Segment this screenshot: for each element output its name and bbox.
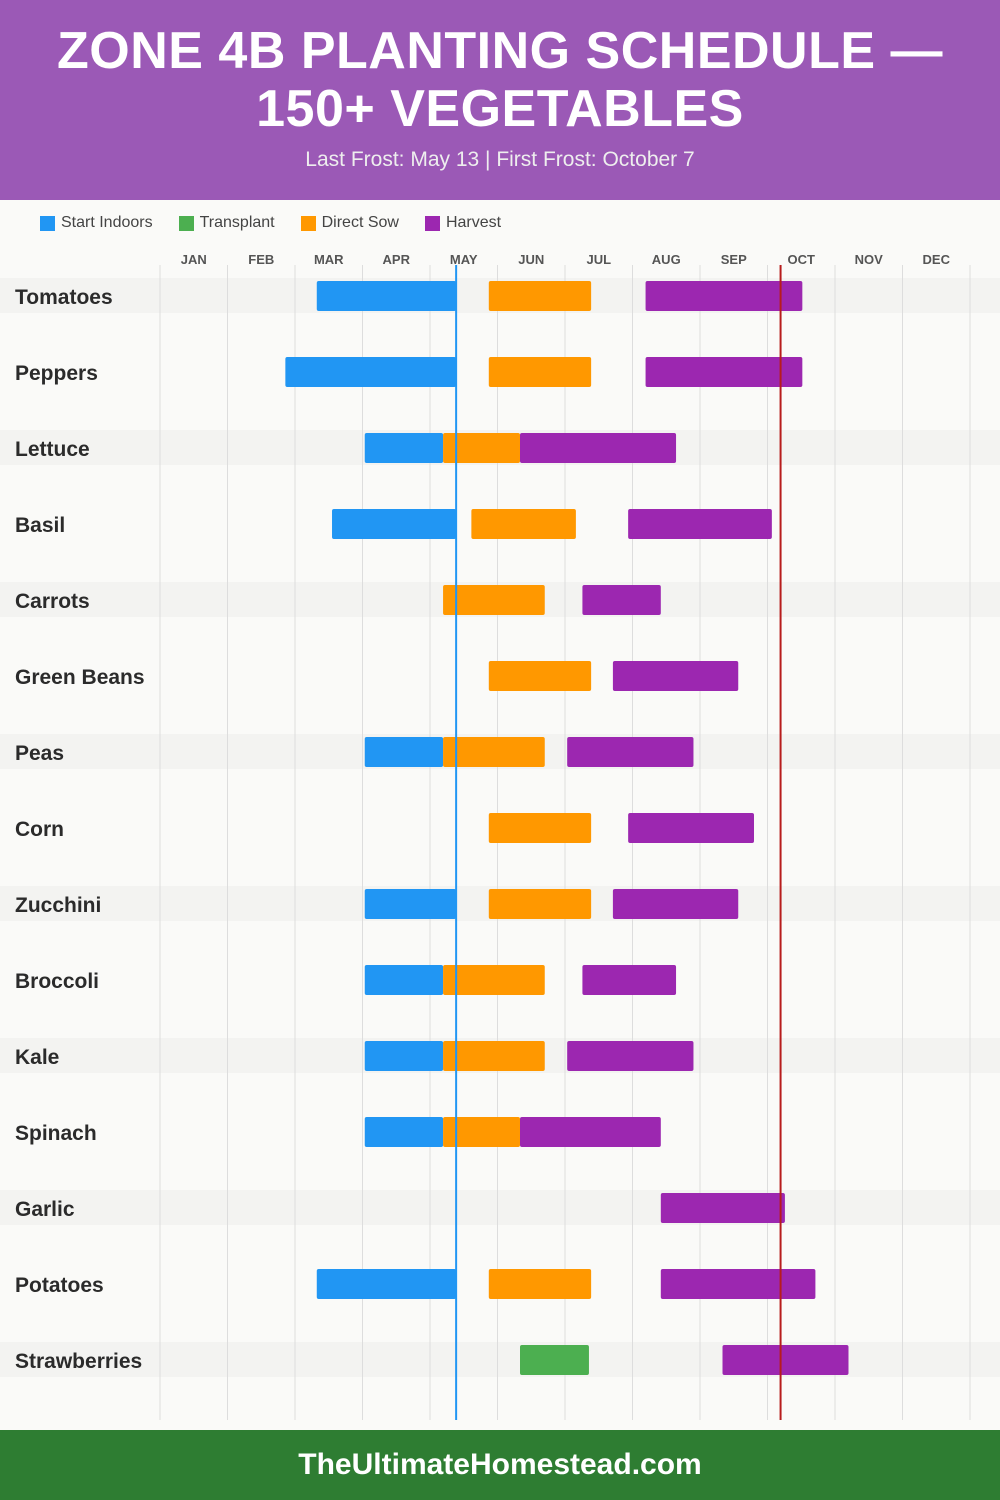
- bar-corn-sow: [488, 813, 592, 843]
- crop-label: Carrots: [15, 590, 90, 613]
- bar-zucchini-harvest: [612, 889, 739, 919]
- month-label-dec: DEC: [923, 252, 951, 267]
- month-label-jan: JAN: [181, 252, 207, 267]
- month-label-oct: OCT: [788, 252, 816, 267]
- bar-spinach-indoors: [364, 1117, 444, 1147]
- crop-label: Kale: [15, 1046, 59, 1069]
- frost-dates-subtitle: Last Frost: May 13 | First Frost: Octobe…: [305, 148, 695, 171]
- bar-tomatoes-indoors: [316, 281, 457, 311]
- bar-potatoes-sow: [488, 1269, 592, 1299]
- crop-label: Green Beans: [15, 666, 145, 689]
- bar-kale-indoors: [364, 1041, 444, 1071]
- bar-spinach-sow: [443, 1117, 520, 1147]
- planting-gantt-chart: JAN FEB MAR APR MAY JUN JUL AUG SEP OCT NOV DEC Toma…: [0, 252, 1000, 1420]
- bar-kale-sow: [443, 1041, 545, 1071]
- footer-site-link[interactable]: TheUltimateHomestead.com: [0, 1430, 1000, 1500]
- bar-green-beans-harvest: [612, 661, 739, 691]
- month-label-jun: JUN: [518, 252, 544, 267]
- legend-swatch: [300, 215, 316, 231]
- bar-broccoli-sow: [443, 965, 545, 995]
- bar-broccoli-harvest: [582, 965, 677, 995]
- bar-peppers-sow: [488, 357, 592, 387]
- bar-basil-sow: [471, 509, 576, 539]
- legend-item-direct-sow: Direct Sow: [300, 214, 399, 232]
- bar-spinach-harvest: [520, 1117, 661, 1147]
- month-label-apr: APR: [383, 252, 411, 267]
- bar-peas-indoors: [364, 737, 444, 767]
- bar-peas-harvest: [567, 737, 694, 767]
- legend-swatch: [40, 215, 55, 231]
- bar-strawberries-transplant: [520, 1345, 589, 1375]
- page-title: ZONE 4B PLANTING SCHEDULE — 150+ VEGETAB…: [57, 22, 943, 138]
- month-label-mar: MAR: [314, 252, 344, 267]
- bar-peas-sow: [443, 737, 545, 767]
- bar-basil-indoors: [332, 509, 457, 539]
- crop-label: Peppers: [15, 362, 98, 385]
- bar-basil-harvest: [628, 509, 772, 539]
- bar-carrots-sow: [443, 585, 545, 615]
- bar-garlic-harvest: [660, 1193, 785, 1223]
- crop-label: Corn: [15, 818, 64, 841]
- crop-label: Tomatoes: [15, 286, 113, 309]
- bar-corn-harvest: [628, 813, 754, 843]
- crop-label: Potatoes: [15, 1274, 104, 1297]
- legend-label: Direct Sow: [321, 214, 399, 231]
- legend-label: Transplant: [199, 214, 275, 231]
- bar-kale-harvest: [567, 1041, 694, 1071]
- bar-zucchini-sow: [488, 889, 592, 919]
- month-label-sep: SEP: [721, 252, 747, 267]
- bar-tomatoes-harvest: [645, 281, 803, 311]
- month-label-nov: NOV: [855, 252, 884, 267]
- bar-potatoes-harvest: [660, 1269, 816, 1299]
- legend: Start Indoors Transplant Direct Sow Harv…: [40, 214, 527, 232]
- crop-label: Zucchini: [15, 894, 101, 917]
- month-label-jul: JUL: [586, 252, 611, 267]
- row-band: [0, 1342, 1000, 1377]
- bar-peppers-harvest: [645, 357, 803, 387]
- crop-label: Peas: [15, 742, 64, 765]
- legend-swatch: [424, 215, 440, 231]
- bar-lettuce-indoors: [364, 433, 444, 463]
- row-band: [0, 1190, 1000, 1225]
- legend-label: Harvest: [445, 214, 502, 231]
- legend-item-start-indoors: Start Indoors: [40, 214, 153, 232]
- crop-label: Lettuce: [15, 438, 90, 461]
- bar-lettuce-harvest: [520, 433, 677, 463]
- bar-green-beans-sow: [488, 661, 592, 691]
- month-label-aug: AUG: [652, 252, 681, 267]
- bar-broccoli-indoors: [364, 965, 444, 995]
- legend-label: Start Indoors: [61, 214, 153, 231]
- bar-tomatoes-sow: [488, 281, 592, 311]
- bar-peppers-indoors: [285, 357, 457, 387]
- month-label-may: MAY: [450, 252, 478, 267]
- header-banner: ZONE 4B PLANTING SCHEDULE — 150+ VEGETAB…: [0, 0, 1000, 200]
- bar-carrots-harvest: [582, 585, 661, 615]
- bar-strawberries-harvest: [722, 1345, 849, 1375]
- crop-label: Broccoli: [15, 970, 99, 993]
- bar-potatoes-indoors: [316, 1269, 457, 1299]
- legend-item-harvest: Harvest: [424, 214, 502, 232]
- legend-item-transplant: Transplant: [178, 214, 275, 232]
- legend-swatch: [178, 215, 194, 231]
- crop-label: Spinach: [15, 1122, 97, 1145]
- bar-zucchini-indoors: [364, 889, 457, 919]
- crop-label: Basil: [15, 514, 65, 537]
- crop-label: Garlic: [15, 1198, 75, 1221]
- crop-label: Strawberries: [15, 1350, 142, 1373]
- month-label-feb: FEB: [248, 252, 274, 267]
- bar-lettuce-sow: [443, 433, 520, 463]
